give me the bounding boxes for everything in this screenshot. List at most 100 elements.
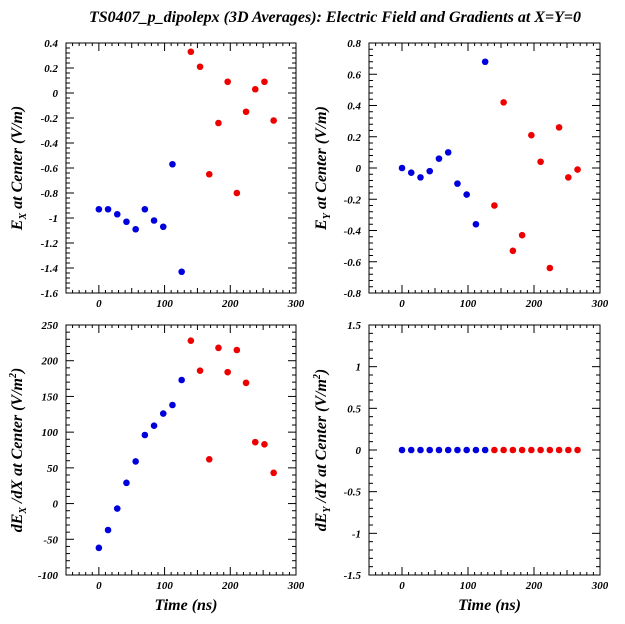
y-tick-label: 0.4 (347, 101, 361, 113)
y-axis-title-sub: X (18, 213, 29, 221)
data-point-blue (150, 217, 158, 224)
data-point-red (196, 367, 204, 375)
data-point-blue (150, 422, 158, 430)
data-point-red (205, 455, 213, 463)
data-point-red (233, 189, 241, 197)
data-point-red (546, 264, 554, 272)
plot-frame (65, 324, 297, 576)
data-point-blue (481, 58, 489, 66)
y-tick-label: -0.4 (41, 138, 59, 150)
data-point-red (518, 231, 526, 239)
data-point-blue (178, 268, 185, 276)
y-tick-label: -1.4 (41, 263, 59, 275)
y-axis-title-main: dE (9, 514, 26, 533)
y-tick-label: 1 (356, 362, 362, 374)
x-tick-label: 200 (221, 298, 239, 310)
data-point-blue (159, 410, 167, 417)
y-tick-label: -1 (49, 213, 58, 225)
x-tick-label: 300 (591, 298, 609, 310)
data-point-red (491, 446, 498, 454)
series-blue (398, 446, 489, 454)
y-axis-title-sub: Y (322, 506, 333, 513)
y-axis-title: EX at Center (V/m) (9, 106, 29, 231)
x-tick-label: 200 (525, 580, 543, 592)
data-point-red (215, 344, 222, 352)
data-point-red (233, 346, 241, 354)
y-axis-title-sub: X (18, 507, 29, 515)
y-axis-title-close: ) (313, 369, 330, 376)
y-tick-label: -0.4 (344, 226, 362, 238)
y-tick-label: -0.6 (344, 257, 362, 269)
data-point-red (491, 202, 498, 209)
x-tick-label: 200 (221, 580, 239, 592)
data-point-red (224, 78, 231, 86)
data-point-red (261, 440, 268, 448)
panel-ex: 0 100 200 300 -1.6 -1.4 -1.2 -1 -0.8 -0.6 -0.4 -0.2… (9, 38, 305, 310)
panels-group: 0 100 200 300-1.6-1.4-1.2-1-0.8-0.6-0.4-0.2… (8, 38, 609, 614)
y-tick-label: -1.5 (344, 570, 362, 582)
data-point-blue (454, 180, 461, 187)
y-tick-label: -0.5 (344, 487, 362, 499)
data-point-red (574, 446, 581, 454)
data-point-red (537, 158, 544, 166)
x-tick-label: 300 (591, 580, 609, 592)
data-point-red (565, 446, 572, 454)
series-blue (95, 376, 185, 552)
y-axis-title-sup: 2 (312, 374, 323, 380)
y-axis-title-rest: /dX at Center (V/m (9, 378, 26, 507)
y-axis-title-main: E (9, 220, 26, 232)
y-tick-label: 250 (41, 320, 59, 332)
y-axis-title: dEX /dX at Center (V/m2) (8, 368, 29, 533)
data-point-red (251, 438, 259, 446)
y-tick-label: -1.6 (41, 288, 59, 300)
y-tick-label: 50 (47, 463, 59, 475)
data-point-red (196, 63, 204, 71)
data-point-red (242, 379, 250, 387)
data-point-red (270, 117, 277, 124)
x-tick-label: 300 (287, 298, 305, 310)
data-point-red (518, 446, 526, 454)
y-tick-label: 0.6 (347, 69, 361, 81)
y-axis-title: dEY /dY at Center (V/m2) (312, 369, 333, 532)
y-axis-title-main: E (313, 219, 330, 231)
data-point-blue (435, 155, 443, 162)
y-tick-label: 0.4 (44, 38, 58, 50)
data-point-red (574, 166, 581, 173)
data-point-blue (463, 446, 470, 454)
panel-ey: 0 100 200 300 -0.8 -0.6 -0.4 -0.2 0 0.2 0.4 0.6 0.8 E… (313, 38, 609, 310)
y-tick-label: 0.2 (44, 63, 58, 75)
data-point-blue (104, 205, 112, 213)
y-tick-label: 0 (356, 163, 362, 175)
data-point-red (261, 78, 268, 86)
figure-title: TS0407_p_dipolepx (3D Averages): Electri… (89, 9, 581, 26)
data-point-red (215, 119, 222, 127)
series-blue (398, 58, 489, 228)
data-point-red (205, 170, 213, 178)
data-point-red (528, 446, 535, 454)
x-tick-label: 100 (156, 298, 173, 310)
data-point-blue (123, 479, 130, 487)
data-point-red (187, 337, 195, 345)
data-point-red (242, 108, 250, 116)
x-tick-label: 0 (96, 298, 102, 310)
data-point-red (555, 446, 563, 454)
data-point-blue (95, 205, 103, 213)
y-tick-label: 0.8 (347, 38, 361, 50)
y-axis-title-sup: 2 (8, 373, 19, 379)
y-tick-label: -1 (352, 528, 361, 540)
data-point-blue (398, 164, 406, 172)
panel-deydy: 0 100 200 300 -1.5 -1 -0.5 0 0.5 1 1.5 dEY /dY at C… (312, 320, 609, 614)
y-axis-title-rest: at Center (V/m) (9, 106, 26, 213)
y-axis-title-rest: /dY at Center (V/m (313, 379, 330, 506)
data-point-red (565, 174, 572, 181)
data-point-blue (398, 446, 406, 454)
series-blue (95, 160, 185, 276)
data-point-blue (169, 160, 176, 168)
y-tick-label: -1.2 (41, 238, 59, 250)
data-point-blue (141, 431, 149, 439)
data-point-blue (104, 526, 112, 534)
x-tick-label: 100 (460, 580, 477, 592)
y-tick-label: 0 (53, 88, 59, 100)
